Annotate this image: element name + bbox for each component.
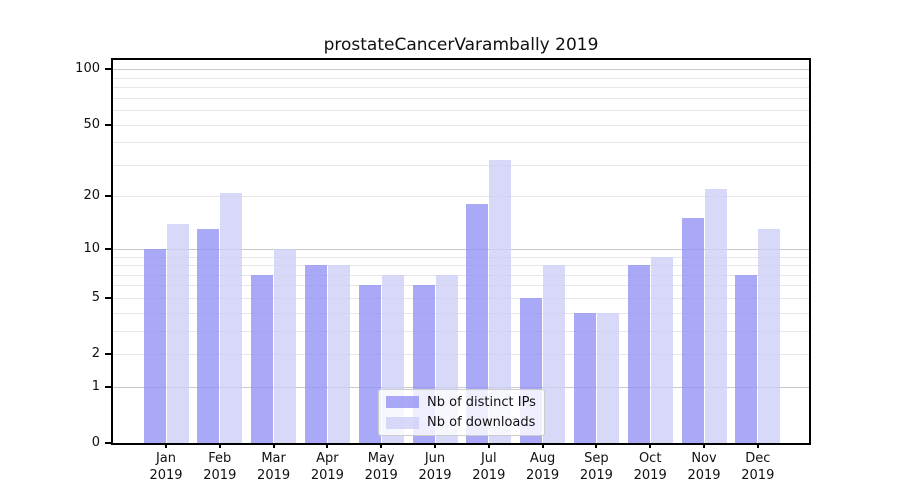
x-tick-apr [326,443,329,448]
x-tick-aug [541,443,544,448]
gridline-y-20 [113,196,809,198]
bar-downloads-jul [489,159,512,443]
legend-item-ips: Nb of distinct IPs [386,394,536,411]
gridline-y-70 [113,97,809,99]
y-tick-10 [105,247,111,250]
x-tick-dec [756,443,759,448]
y-tick-label-2: 2 [91,346,100,361]
bar-ips-nov [681,218,704,443]
x-tick-label-jan: Jan 2019 [149,451,183,483]
y-tick-label-50: 50 [83,116,100,132]
gridline-y-8 [113,265,809,266]
bar-downloads-oct [650,256,673,443]
bar-downloads-mar [274,248,297,443]
x-tick-oct [649,443,652,448]
x-tick-mar [272,443,275,448]
y-tick-0 [105,442,111,444]
y-tick-label-10: 10 [83,240,100,256]
gridline-y-4 [113,312,809,314]
gridline-y-50 [113,124,809,126]
bar-downloads-jan [166,223,189,443]
legend-label-downloads: Nb of downloads [427,415,536,431]
y-tick-label-5: 5 [91,289,100,305]
y-tick-50 [105,123,111,126]
x-tick-jan [165,443,167,448]
gridline-y-60 [113,109,809,111]
x-tick-label-sep: Sep 2019 [579,451,613,483]
y-tick-label-20: 20 [83,188,100,204]
x-tick-may [380,443,383,448]
x-tick-label-apr: Apr 2019 [310,451,344,483]
gridline-y-5 [113,297,809,299]
y-tick-20 [105,195,111,198]
bar-downloads-apr [327,265,350,443]
x-tick-label-feb: Feb 2019 [203,451,237,483]
gridline-y-3 [113,330,809,332]
plot-area [111,58,811,445]
y-tick-label-0: 0 [91,435,100,450]
bar-ips-sep [573,312,596,443]
gridline-y-30 [113,164,809,166]
x-tick-label-nov: Nov 2019 [687,451,721,483]
gridline-y-90 [113,77,809,79]
y-tick-5 [105,296,111,299]
bar-ips-jul [466,204,489,443]
x-tick-label-mar: Mar 2019 [257,451,291,483]
gridline-y-2 [113,354,809,355]
y-tick-label-100: 100 [75,61,100,77]
bar-ips-mar [251,274,274,443]
bar-ips-apr [304,265,327,443]
y-tick-label-1: 1 [91,378,100,394]
x-tick-label-may: May 2019 [364,451,398,483]
x-tick-jul [487,443,490,448]
y-tick-2 [105,353,111,355]
bar-downloads-sep [596,312,619,443]
bar-downloads-dec [758,229,781,443]
gridline-y-6 [113,285,809,287]
x-tick-label-jun: Jun 2019 [418,451,452,483]
x-tick-feb [218,443,221,448]
gridline-y-40 [113,142,809,144]
bar-ips-jan [143,248,166,443]
y-tick-100 [105,68,111,71]
bar-ips-may [358,285,381,443]
gridline-y-9 [113,256,809,258]
bar-downloads-aug [543,265,566,443]
bar-downloads-feb [220,192,243,443]
x-tick-sep [595,443,598,448]
bar-downloads-nov [704,189,727,443]
gridline-y-1 [113,386,809,388]
x-tick-label-aug: Aug 2019 [526,451,560,483]
bar-ips-feb [197,229,220,443]
bar-ips-dec [735,274,758,443]
x-tick-nov [703,443,705,448]
x-tick-jun [434,443,436,448]
x-tick-label-oct: Oct 2019 [633,451,667,483]
x-tick-label-dec: Dec 2019 [741,451,775,483]
legend-swatch-downloads [386,416,419,429]
gridline-y-80 [113,87,809,88]
legend: Nb of distinct IPs Nb of downloads [378,389,545,436]
x-tick-label-jul: Jul 2019 [472,451,506,483]
gridline-y-10 [113,248,809,250]
gridline-y-7 [113,274,809,276]
gridline-y-100 [113,69,809,71]
bar-ips-oct [627,265,650,443]
legend-swatch-distinct-ips [386,396,419,409]
legend-item-downloads: Nb of downloads [386,415,536,432]
y-tick-1 [105,385,111,388]
legend-label-distinct-ips: Nb of distinct IPs [427,394,536,410]
chart-title: prostateCancerVarambally 2019 [323,35,599,55]
